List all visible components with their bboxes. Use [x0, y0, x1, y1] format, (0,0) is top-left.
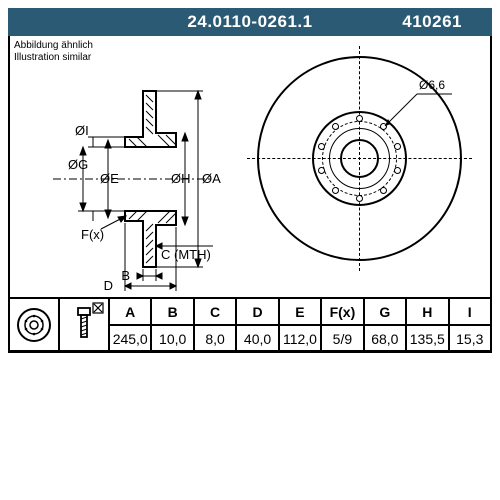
col-B: B [151, 298, 193, 325]
label-H: ØH [171, 171, 191, 186]
col-D: D [236, 298, 278, 325]
label-B: B [121, 268, 130, 283]
col-E: E [279, 298, 321, 325]
bolt-icon-cell [59, 298, 109, 352]
val-A: 245,0 [109, 325, 151, 352]
val-E: 112,0 [279, 325, 321, 352]
val-G: 68,0 [364, 325, 406, 352]
col-I: I [449, 298, 492, 325]
label-C: C (MTH) [161, 247, 211, 262]
col-A: A [109, 298, 151, 325]
val-C: 8,0 [194, 325, 236, 352]
col-C: C [194, 298, 236, 325]
val-I: 15,3 [449, 325, 492, 352]
label-F: F(x) [81, 227, 104, 242]
table-header-row: A B C D E F(x) G H I [9, 298, 491, 325]
brake-disc-icon [16, 307, 52, 343]
label-I: ØI [75, 123, 89, 138]
label-G: ØG [68, 157, 88, 172]
hole-diameter-label: Ø6,6 [419, 78, 445, 92]
val-H: 135,5 [406, 325, 448, 352]
label-E: ØE [100, 171, 119, 186]
col-G: G [364, 298, 406, 325]
part-number: 24.0110-0261.1 [187, 12, 312, 32]
col-Fx: F(x) [321, 298, 363, 325]
side-view: ØI ØG ØE ØH ØA F(x) B D C (MTH) [53, 91, 193, 271]
diagram-area: ØI ØG ØE ØH ØA F(x) B D C (MTH) Ø6,6 [8, 36, 492, 296]
label-D: D [104, 278, 113, 293]
dimension-table: A B C D E F(x) G H I 245,0 10,0 8,0 40,0… [8, 297, 492, 353]
disc-icon-cell [9, 298, 59, 352]
val-D: 40,0 [236, 325, 278, 352]
col-H: H [406, 298, 448, 325]
not-supplied-icon [92, 302, 104, 314]
front-view: Ø6,6 [257, 56, 462, 261]
val-Fx: 5/9 [321, 325, 363, 352]
label-A: ØA [202, 171, 221, 186]
header-bar: 24.0110-0261.1 410261 [8, 8, 492, 36]
short-code: 410261 [402, 12, 462, 32]
val-B: 10,0 [151, 325, 193, 352]
